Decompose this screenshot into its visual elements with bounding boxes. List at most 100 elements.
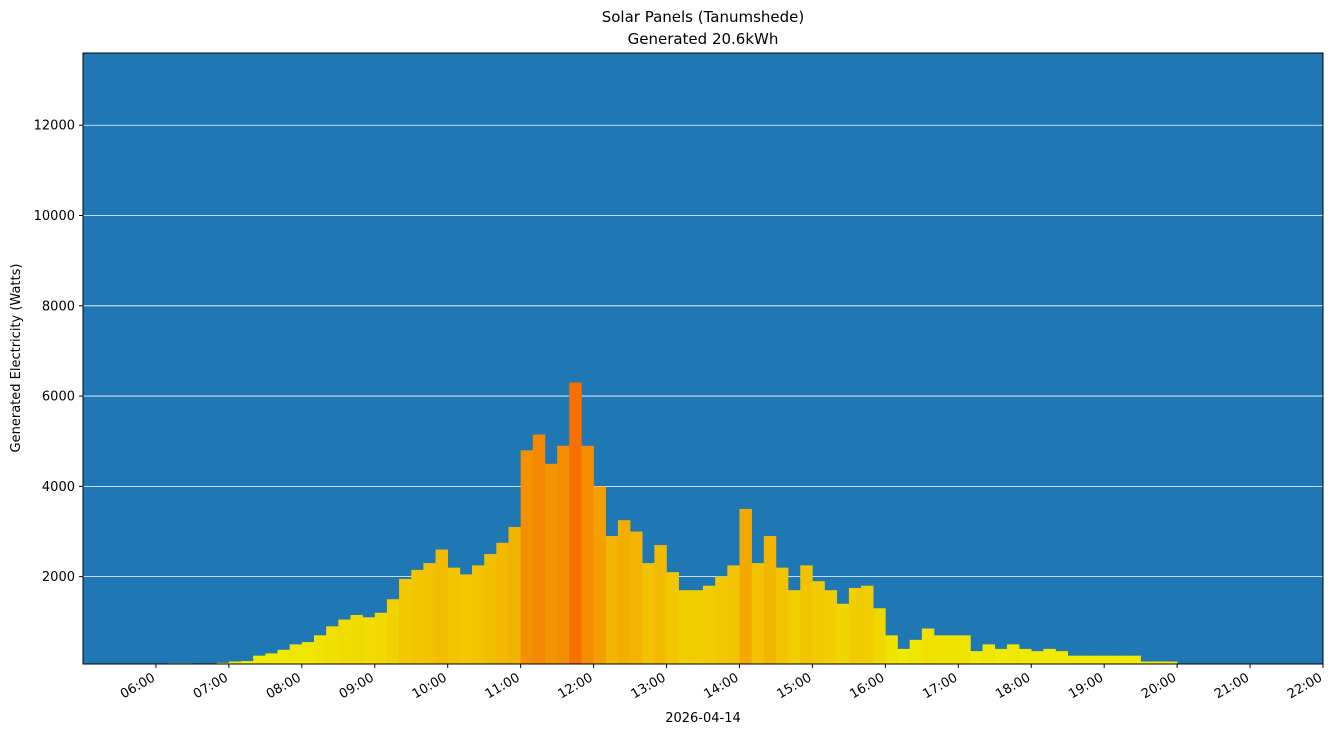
bar (594, 486, 606, 664)
plot-area (83, 53, 1323, 664)
x-tick-label: 11:00 (483, 670, 523, 702)
bar (1116, 656, 1128, 664)
bar (411, 570, 423, 664)
bar (1056, 651, 1068, 664)
y-tick-label: 4000 (42, 480, 75, 495)
bar (569, 383, 581, 664)
bar (521, 450, 533, 664)
bar (873, 608, 885, 664)
x-tick-label: 21:00 (1212, 670, 1252, 702)
y-tick-label: 12000 (34, 119, 75, 134)
bar (837, 604, 849, 664)
x-tick-label: 12:00 (556, 670, 596, 702)
bar (472, 565, 484, 664)
bar (1128, 656, 1140, 664)
bar (581, 446, 593, 664)
chart-title: Solar Panels (Tanumshede) (602, 8, 805, 26)
bar (983, 644, 995, 664)
bar (436, 550, 448, 664)
bar (691, 590, 703, 664)
bar (630, 532, 642, 664)
x-tick-label: 10:00 (410, 670, 450, 702)
bar (399, 579, 411, 664)
bar (350, 615, 362, 664)
bar (363, 617, 375, 664)
bar (508, 527, 520, 664)
bar (1092, 656, 1104, 664)
bar (703, 586, 715, 664)
bar (764, 536, 776, 664)
bar (776, 568, 788, 664)
bar (338, 620, 350, 664)
bar (314, 635, 326, 664)
bar (825, 590, 837, 664)
bar (922, 629, 934, 664)
bar (1080, 656, 1092, 664)
bar (545, 464, 557, 664)
bar (642, 563, 654, 664)
bar (302, 642, 314, 664)
bar (1043, 649, 1055, 664)
bar (606, 536, 618, 664)
bar (484, 554, 496, 664)
y-tick-label: 2000 (42, 570, 75, 585)
x-tick-label: 15:00 (774, 670, 814, 702)
bar (448, 568, 460, 664)
y-tick-label: 6000 (42, 390, 75, 405)
bar (752, 563, 764, 664)
bar (618, 520, 630, 664)
bar (290, 644, 302, 664)
bar (667, 572, 679, 664)
x-tick-label: 20:00 (1139, 670, 1179, 702)
x-tick-label: 18:00 (993, 670, 1033, 702)
bar (1068, 656, 1080, 664)
bar (849, 588, 861, 664)
bar (861, 586, 873, 664)
bar (958, 635, 970, 664)
x-tick-label: 06:00 (118, 670, 158, 702)
x-tick-label: 16:00 (847, 670, 887, 702)
bar (253, 656, 265, 664)
x-tick-label: 07:00 (191, 670, 231, 702)
bar (946, 635, 958, 664)
bar (533, 434, 545, 664)
bar (970, 651, 982, 664)
bar (910, 640, 922, 664)
bar (1104, 656, 1116, 664)
bar (1019, 649, 1031, 664)
bar (278, 650, 290, 664)
bar (460, 574, 472, 664)
bar (387, 599, 399, 664)
bar (557, 446, 569, 664)
y-tick-label: 8000 (42, 299, 75, 314)
bar (496, 543, 508, 664)
x-tick-label: 22:00 (1285, 670, 1325, 702)
bar (679, 590, 691, 664)
y-tick-label: 10000 (34, 209, 75, 224)
bar (326, 626, 338, 664)
bar (1031, 651, 1043, 664)
x-tick-label: 08:00 (264, 670, 304, 702)
bar (812, 581, 824, 664)
chart-subtitle: Generated 20.6kWh (628, 30, 779, 48)
bar (800, 565, 812, 664)
x-tick-label: 09:00 (337, 670, 377, 702)
x-tick-label: 19:00 (1066, 670, 1106, 702)
bar (265, 653, 277, 664)
x-tick-label: 17:00 (920, 670, 960, 702)
x-axis-label: 2026-04-14 (665, 711, 741, 726)
bar (727, 565, 739, 664)
x-tick-label: 13:00 (629, 670, 669, 702)
bar (654, 545, 666, 664)
bar (788, 590, 800, 664)
bar (423, 563, 435, 664)
bar (1007, 644, 1019, 664)
y-axis-label: Generated Electricity (Watts) (9, 264, 24, 453)
bar (898, 649, 910, 664)
bar (885, 635, 897, 664)
bar (715, 577, 727, 664)
x-tick-label: 14:00 (702, 670, 742, 702)
bar (375, 613, 387, 664)
